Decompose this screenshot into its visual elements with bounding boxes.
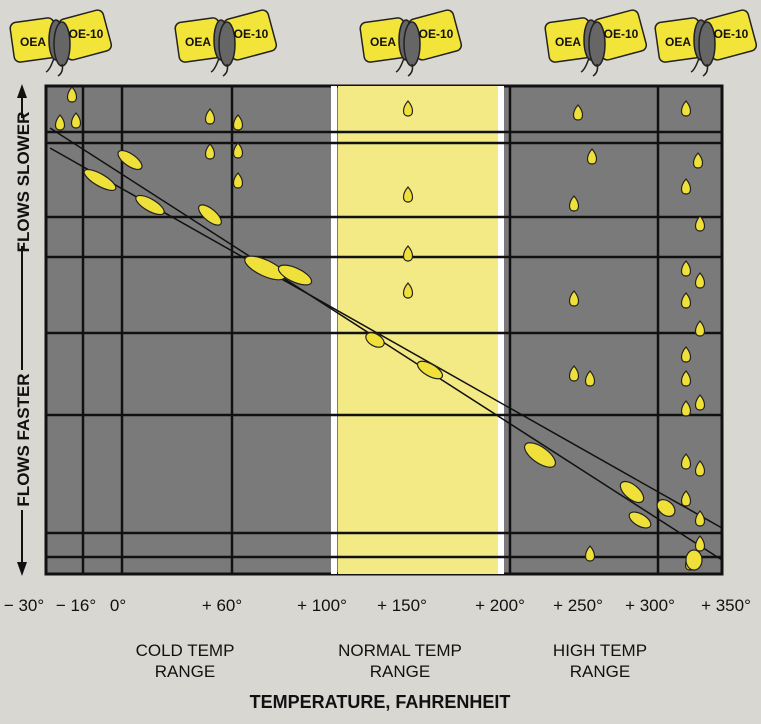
can-label: OEA — [555, 35, 581, 49]
x-tick-label: + 300° — [625, 596, 675, 615]
x-title: TEMPERATURE, FAHRENHEIT — [250, 692, 511, 712]
range-label: RANGE — [155, 662, 215, 681]
can-top — [699, 22, 715, 66]
range-label: NORMAL TEMP — [338, 641, 462, 660]
range-divider — [498, 86, 504, 574]
range-label: HIGH TEMP — [553, 641, 647, 660]
can-label: OE-10 — [714, 27, 749, 41]
y-label-top: FLOWS SLOWER — [14, 112, 33, 253]
can-label: OE-10 — [604, 27, 639, 41]
x-tick-label: 0° — [110, 596, 126, 615]
x-tick-label: + 100° — [297, 596, 347, 615]
can-top — [589, 22, 605, 66]
can-label: OE-10 — [419, 27, 454, 41]
can-label: OEA — [665, 35, 691, 49]
can-top — [404, 22, 420, 66]
can-label: OEA — [20, 35, 46, 49]
normal-range-band — [338, 86, 498, 574]
can-label: OEA — [185, 35, 211, 49]
y-label-bottom: FLOWS FASTER — [14, 373, 33, 506]
range-divider — [331, 86, 337, 574]
can-top — [54, 22, 70, 66]
x-tick-label: + 200° — [475, 596, 525, 615]
range-label: RANGE — [370, 662, 430, 681]
range-label: COLD TEMP — [136, 641, 235, 660]
can-label: OE-10 — [234, 27, 269, 41]
viscosity-diagram: FLOWS SLOWER FLOWS FASTER OEA OE-10 OEA OE-… — [0, 0, 761, 724]
can-label: OE-10 — [69, 27, 104, 41]
x-tick-label: − 16° — [56, 596, 96, 615]
x-tick-label: + 60° — [202, 596, 242, 615]
can-label: OEA — [370, 35, 396, 49]
can-top — [219, 22, 235, 66]
x-tick-label: + 150° — [377, 596, 427, 615]
x-tick-label: − 30° — [4, 596, 44, 615]
oil-blob — [686, 550, 702, 570]
range-label: RANGE — [570, 662, 630, 681]
x-tick-label: + 250° — [553, 596, 603, 615]
x-tick-label: + 350° — [701, 596, 751, 615]
x-ticks: − 30° − 16° 0° + 60° + 100° + 150° + 200° + 250… — [4, 596, 751, 615]
